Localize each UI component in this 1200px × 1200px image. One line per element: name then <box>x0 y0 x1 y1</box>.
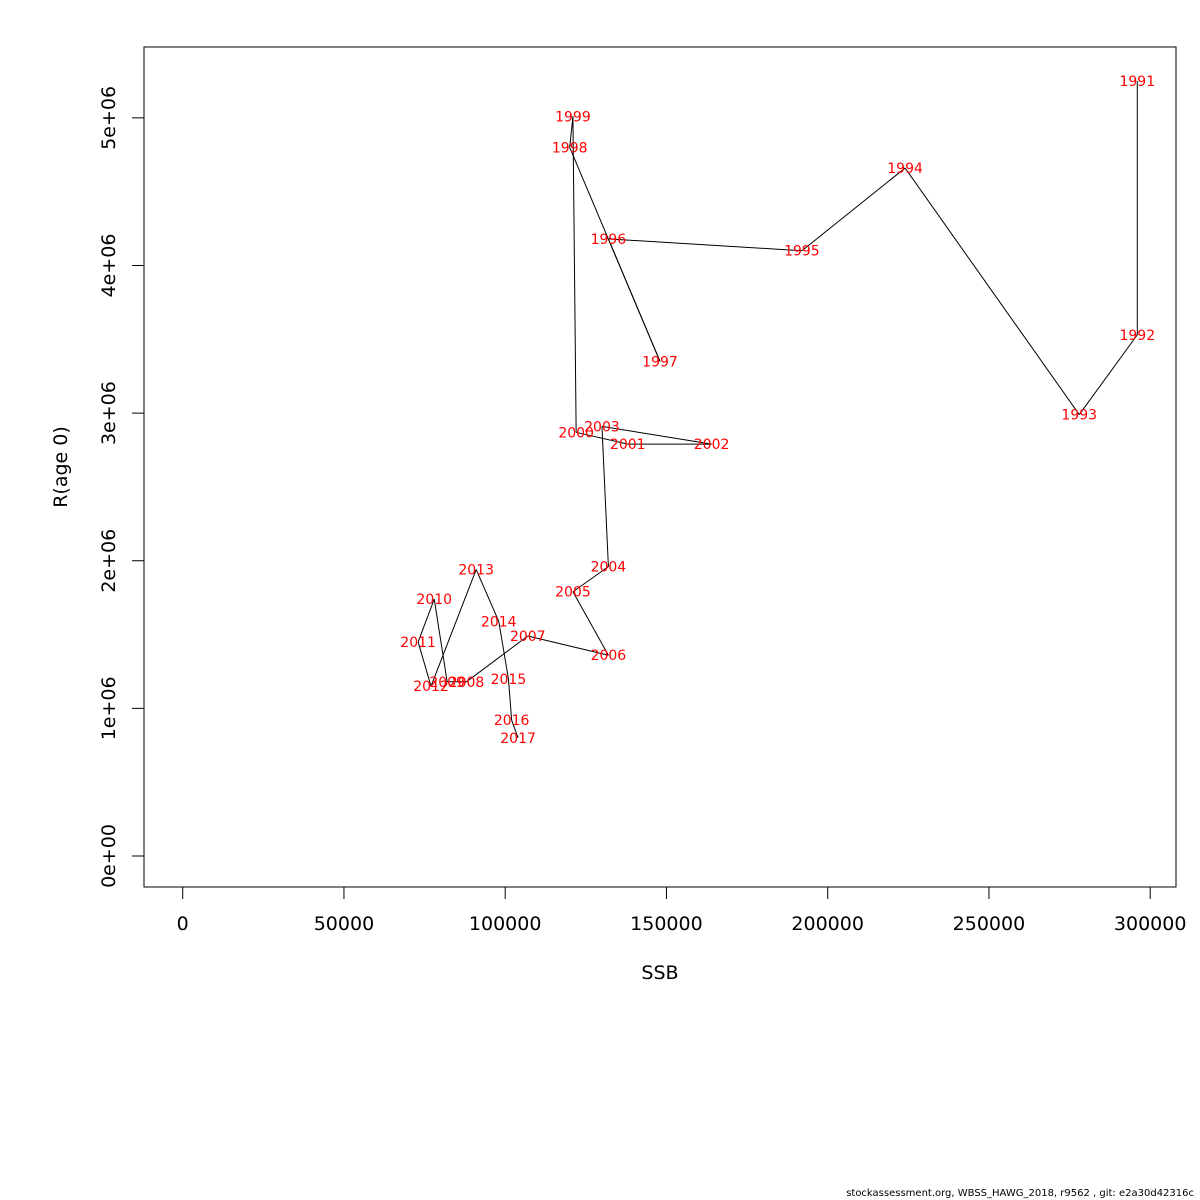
series-segment-2005-2006 <box>572 591 609 656</box>
y-tick-label: 0e+00 <box>98 824 120 888</box>
year-label-2016: 2016 <box>494 713 530 729</box>
y-tick-label: 1e+06 <box>98 676 120 740</box>
x-tick-label: 0 <box>177 913 189 935</box>
series-segment-1995-1996 <box>608 238 802 252</box>
year-label-2009: 2009 <box>429 675 465 691</box>
year-label-2004: 2004 <box>591 560 627 576</box>
series-segment-2016-2017 <box>511 720 519 739</box>
series-segment-2012-2013 <box>430 569 477 687</box>
x-axis-title: SSB <box>641 962 678 984</box>
x-tick-label: 300000 <box>1114 913 1187 935</box>
year-label-2002: 2002 <box>694 437 730 453</box>
year-label-2013: 2013 <box>458 563 494 579</box>
series-segment-2011-2012 <box>417 641 432 687</box>
series-segment-2006-2007 <box>527 635 609 656</box>
series-segment-2014-2015 <box>498 621 509 679</box>
year-label-2006: 2006 <box>591 648 627 664</box>
year-label-2010: 2010 <box>416 592 452 608</box>
year-label-2017: 2017 <box>500 731 536 747</box>
series-segment-2015-2016 <box>507 678 513 721</box>
year-label-2011: 2011 <box>400 635 436 651</box>
x-axis: 0 50000 100000 150000 200000 250000 300000 <box>177 886 1187 935</box>
series-path-group <box>417 80 1138 739</box>
plot-frame <box>143 46 1177 888</box>
x-tick-label: 100000 <box>469 913 542 935</box>
year-label-1998: 1998 <box>552 140 588 156</box>
year-label-2008: 2008 <box>449 675 485 691</box>
year-label-2001: 2001 <box>610 437 646 453</box>
series-segment-1994-1995 <box>801 167 906 252</box>
y-tick-label: 2e+06 <box>98 529 120 593</box>
series-segment-1997-1998 <box>569 147 661 362</box>
year-label-1992: 1992 <box>1119 328 1155 344</box>
series-segment-1998-1999 <box>569 116 574 148</box>
series-segment-2004-2005 <box>572 566 609 593</box>
year-label-2007: 2007 <box>510 629 546 645</box>
series-segment-2002-2003 <box>601 425 712 445</box>
year-label-2003: 2003 <box>584 419 620 435</box>
x-tick-label: 50000 <box>314 913 374 935</box>
year-label-1994: 1994 <box>887 161 923 177</box>
year-label-2015: 2015 <box>491 672 527 688</box>
series-segment-1992-1993 <box>1078 334 1138 415</box>
year-label-1996: 1996 <box>591 232 627 248</box>
year-label-1995: 1995 <box>784 244 820 260</box>
y-axis: 0e+00 1e+06 2e+06 3e+06 4e+06 5e+06 <box>98 86 145 888</box>
y-tick-label: 3e+06 <box>98 381 120 445</box>
x-tick-label: 250000 <box>953 913 1026 935</box>
series-segment-2013-2014 <box>475 569 500 622</box>
series-segment-1993-1994 <box>904 167 1080 415</box>
x-tick-label: 200000 <box>791 913 864 935</box>
year-label-1991: 1991 <box>1119 74 1155 90</box>
year-label-1999: 1999 <box>555 109 591 125</box>
x-tick-label: 150000 <box>630 913 703 935</box>
series-segment-2009-2010 <box>433 599 448 682</box>
series-segment-1999-2000 <box>572 116 577 433</box>
year-label-2000: 2000 <box>558 425 594 441</box>
year-label-2005: 2005 <box>555 585 591 601</box>
series-segment-2003-2004 <box>601 426 609 567</box>
year-label-1997: 1997 <box>642 354 678 370</box>
year-labels-group: 1991 1992 1993 1994 1995 1996 1997 1998 1999 2000… <box>400 74 1155 747</box>
footer-note: stockassessment.org, WBSS_HAWG_2018, r95… <box>846 1188 1194 1199</box>
year-label-1993: 1993 <box>1061 408 1097 424</box>
series-segment-2010-2011 <box>417 598 435 643</box>
year-label-2014: 2014 <box>481 614 517 630</box>
year-label-2012: 2012 <box>413 679 449 695</box>
series-segment-2000-2001 <box>576 431 628 445</box>
y-tick-label: 4e+06 <box>98 234 120 298</box>
y-tick-label: 5e+06 <box>98 86 120 150</box>
y-axis-title: R(age 0) <box>50 426 72 508</box>
series-segment-2007-2008 <box>466 635 529 683</box>
